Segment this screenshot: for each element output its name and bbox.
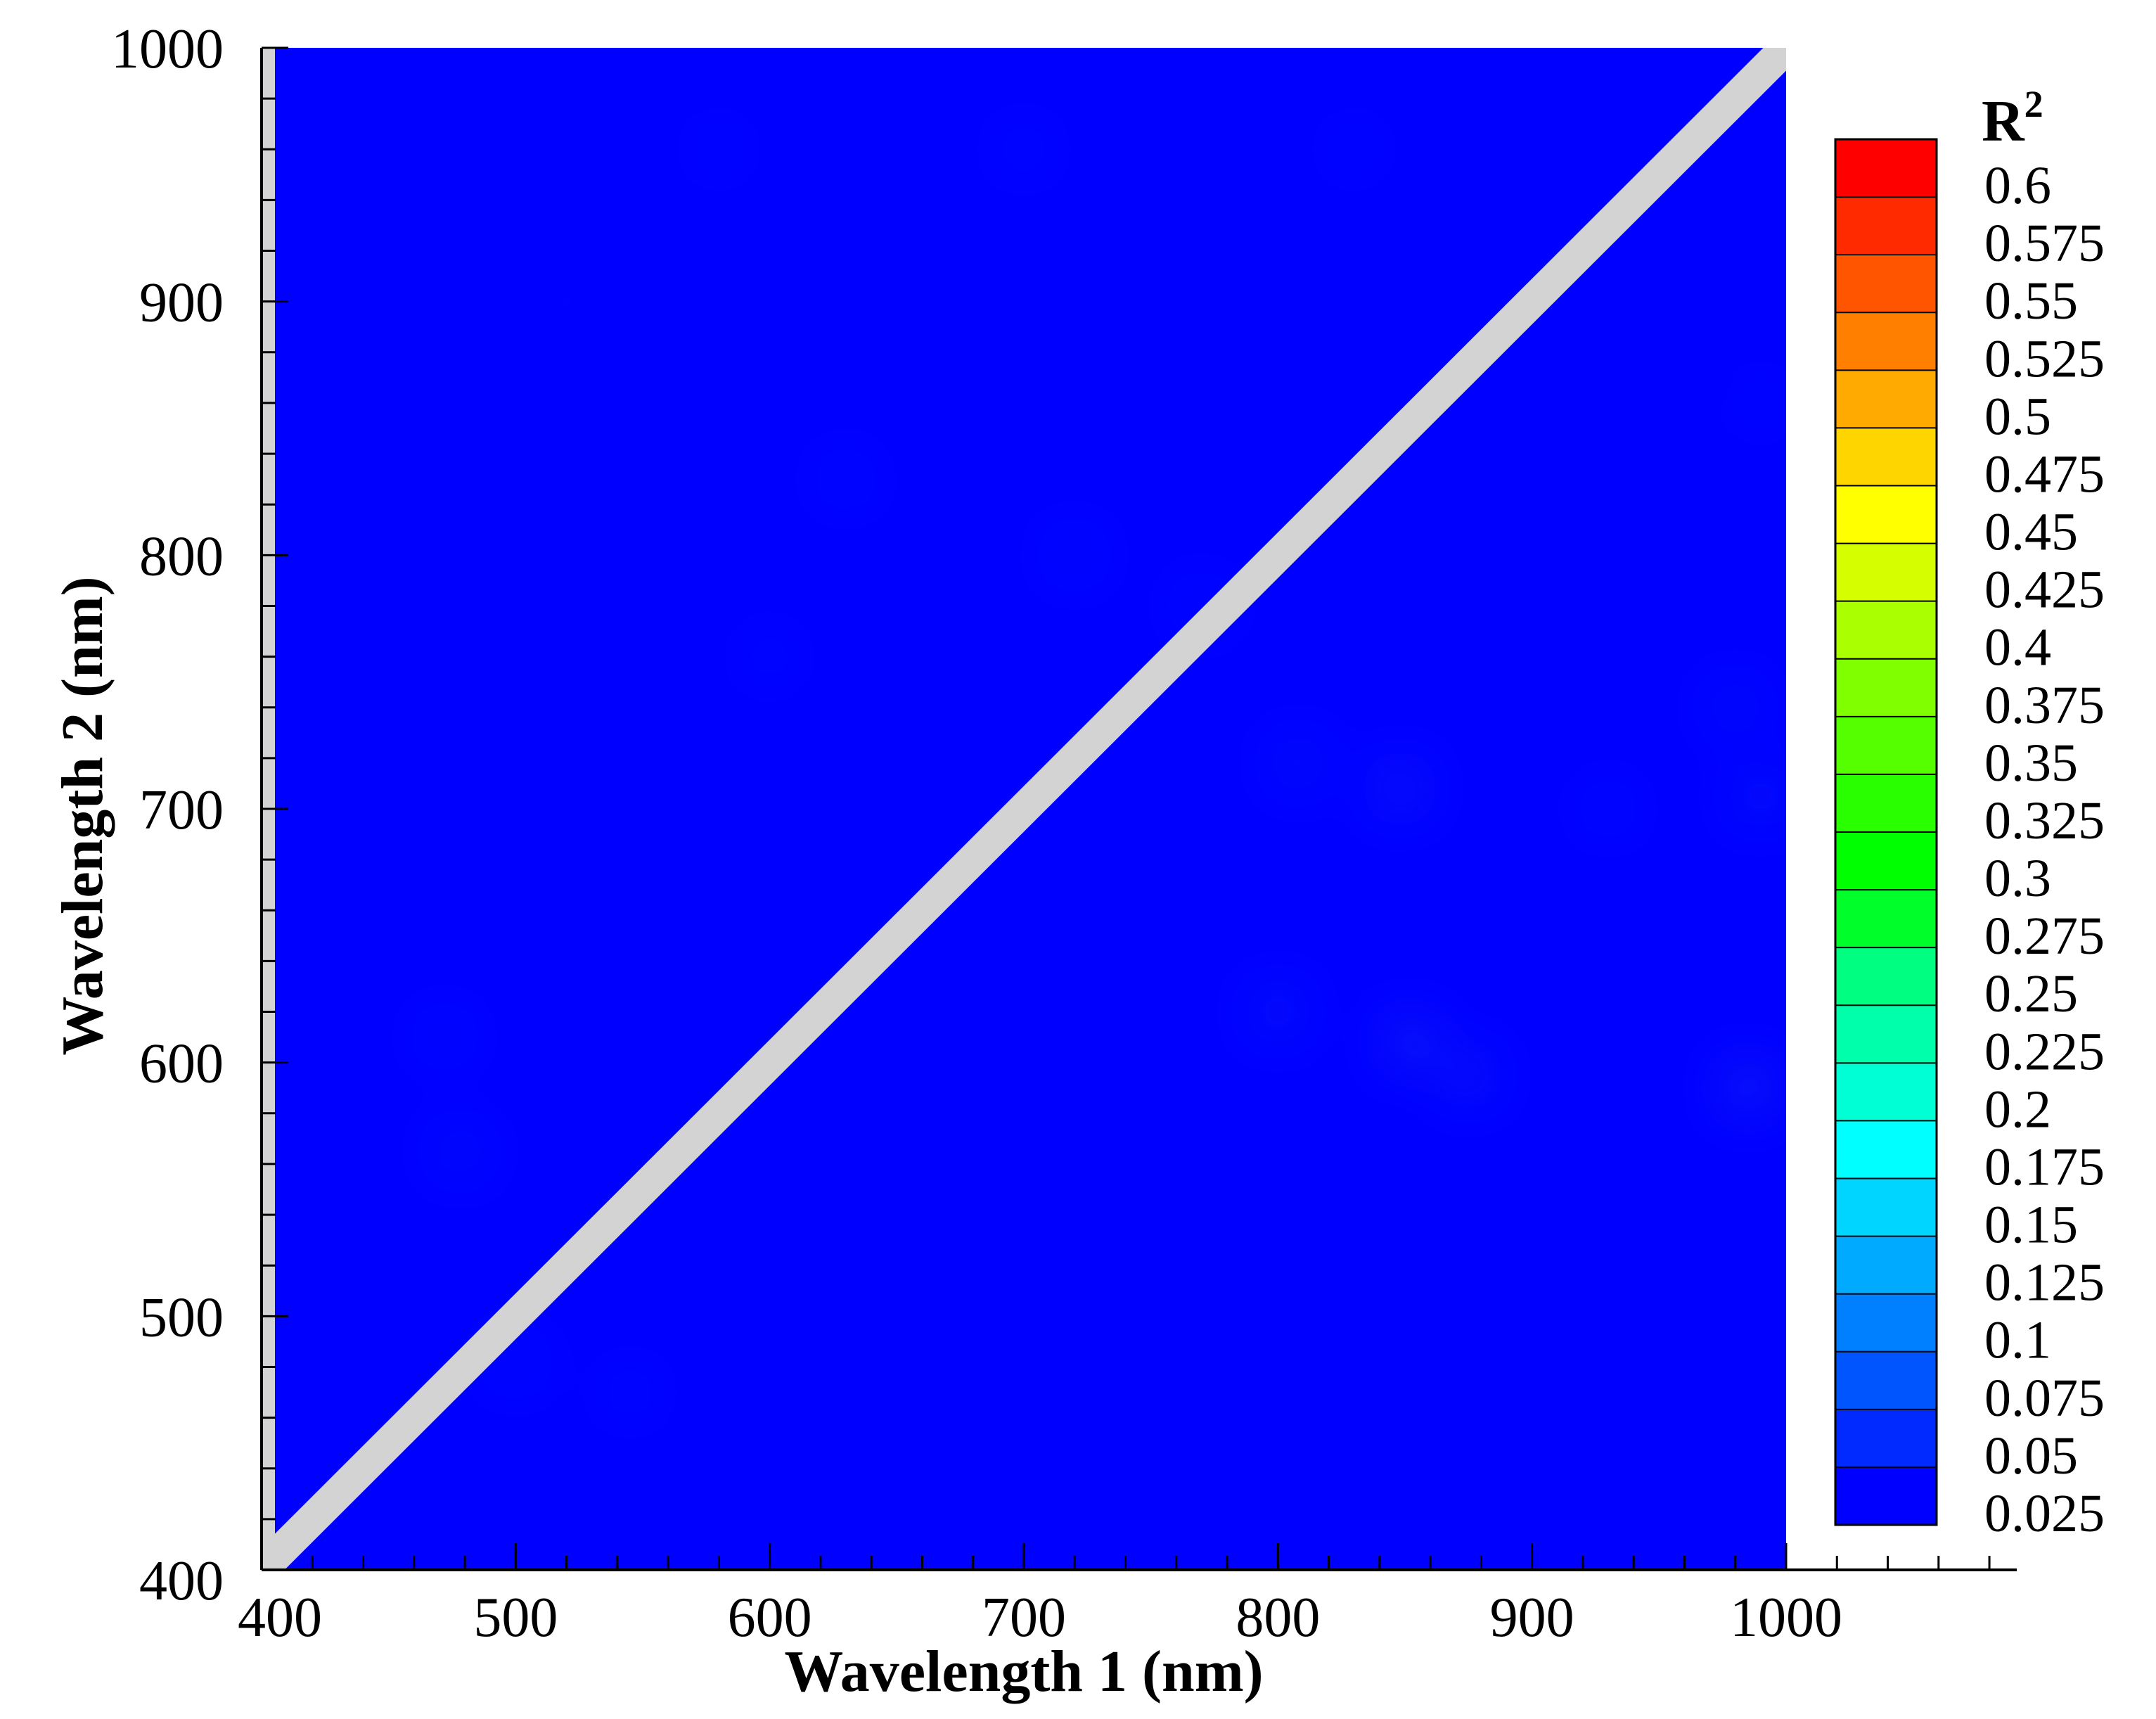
colorbar-swatch (1835, 1409, 1937, 1468)
contour-level-12-14 (845, 478, 847, 480)
colorbar-label: 0.175 (1984, 1137, 2105, 1196)
colorbar-swatch (1835, 543, 1937, 602)
colorbar-label: 0.275 (1984, 907, 2105, 966)
colorbar-swatch (1835, 1293, 1937, 1353)
y-axis-title: Wavelength 2 (nm) (50, 576, 115, 1055)
colorbar-label: 0.575 (1984, 214, 2105, 273)
x-tick-label: 1000 (1730, 1587, 1842, 1649)
plot-area (262, 48, 1786, 1570)
colorbar-swatch (1835, 774, 1937, 833)
heatmap-contours (438, 144, 1769, 1447)
contour-level-22-9 (566, 301, 567, 302)
x-tick-label: 800 (1236, 1587, 1320, 1649)
colorbar-swatch (1835, 139, 1937, 198)
colorbar-label: 0.05 (1984, 1426, 2078, 1485)
colorbar-swatch (1835, 1120, 1937, 1180)
y-tick-label: 400 (139, 1550, 224, 1612)
y-tick-label: 800 (139, 525, 224, 587)
x-tick-label: 900 (1490, 1587, 1574, 1649)
y-tick-label: 600 (139, 1033, 224, 1095)
x-tick-label: 600 (728, 1587, 812, 1649)
contour-level-20-12 (1760, 402, 1762, 404)
colorbar-swatch (1835, 1236, 1937, 1295)
colorbar-swatch (1835, 658, 1937, 717)
colorbar-swatch (1835, 1351, 1937, 1410)
trough-2 (1430, 215, 1735, 490)
colorbar-swatch (1835, 255, 1937, 314)
y-tick-label: 700 (139, 779, 224, 841)
colorbar-swatch (1835, 312, 1937, 371)
colorbar-label: 0.225 (1984, 1022, 2105, 1081)
colorbar-swatch (1835, 716, 1937, 775)
trough-1 (262, 96, 541, 508)
colorbar-label: 0.025 (1984, 1484, 2105, 1543)
colorbar-swatch (1835, 1063, 1937, 1122)
colorbar-title-main: R (1982, 89, 2025, 154)
contour-level-17-13 (1023, 148, 1025, 151)
colorbar-swatch (1835, 1466, 1937, 1526)
colorbar-swatch (1835, 485, 1937, 544)
trough-4 (1024, 1214, 1532, 1570)
x-axis-title: Wavelength 1 (nm) (784, 1639, 1263, 1704)
colorbar-label: 0.075 (1984, 1369, 2105, 1428)
trough-3 (1608, 48, 1786, 264)
colorbar-label: 0.425 (1984, 561, 2105, 620)
colorbar-title-superscript: 2 (2025, 83, 2043, 125)
y-tick-label: 500 (139, 1286, 224, 1348)
colorbar-label: 0.6 (1984, 156, 2051, 215)
y-tick-label: 900 (139, 272, 224, 334)
x-tick-label: 700 (982, 1587, 1066, 1649)
colorbar-title: R2 (1982, 83, 2043, 154)
colorbar-label: 0.1 (1984, 1311, 2051, 1370)
colorbar-label: 0.2 (1984, 1080, 2051, 1139)
axes: 400 500 600 700 800 900 1000 400 500 600 700 800 900… (111, 18, 2017, 1649)
colorbar-swatch (1835, 1178, 1937, 1237)
colorbar-label: 0.35 (1984, 734, 2078, 793)
colorbar-label: 0.25 (1984, 964, 2078, 1023)
y-tick-label: 1000 (111, 18, 224, 80)
colorbar-label: 0.325 (1984, 791, 2105, 850)
colorbar-label: 0.375 (1984, 676, 2105, 735)
colorbar-label: 0.475 (1984, 445, 2105, 504)
colorbar-label: 0.45 (1984, 503, 2078, 562)
colorbar-label: 0.3 (1984, 849, 2051, 908)
colorbar-label: 0.15 (1984, 1196, 2078, 1255)
contour-level-4-22 (1399, 788, 1401, 789)
colorbar-swatch (1835, 197, 1937, 256)
contour-level-14-16 (1074, 554, 1075, 556)
diagonal-line (262, 48, 1786, 1570)
colorbar-label: 0.125 (1984, 1253, 2105, 1312)
colorbar-label: 0.525 (1984, 329, 2105, 388)
colorbar-legend: 0.60.5750.550.5250.50.4750.450.4250.40.3… (1834, 138, 2105, 1543)
colorbar-frame (1834, 138, 1938, 1526)
x-tick-label: 500 (473, 1587, 558, 1649)
colorbar-label: 0.5 (1984, 387, 2051, 446)
contour-level-0-24 (1747, 1087, 1749, 1089)
colorbar-label: 0.55 (1984, 271, 2078, 331)
colorbar-swatch (1835, 947, 1937, 1007)
colorbar-swatch (1835, 428, 1937, 487)
contour-level-11-13 (629, 1391, 631, 1393)
colorbar-label: 0.4 (1984, 618, 2051, 677)
colorbar-swatch (1835, 601, 1937, 660)
colorbar-swatch (1835, 890, 1937, 949)
x-tick-label: 400 (238, 1587, 322, 1649)
contour-level-5-18 (1297, 762, 1300, 764)
colorbar-swatch (1835, 370, 1937, 429)
colorbar-swatch (1835, 1005, 1937, 1064)
contour-level-13-13 (769, 656, 771, 658)
contour-level-6-20 (1760, 795, 1762, 797)
colorbar-swatch (1835, 832, 1937, 891)
